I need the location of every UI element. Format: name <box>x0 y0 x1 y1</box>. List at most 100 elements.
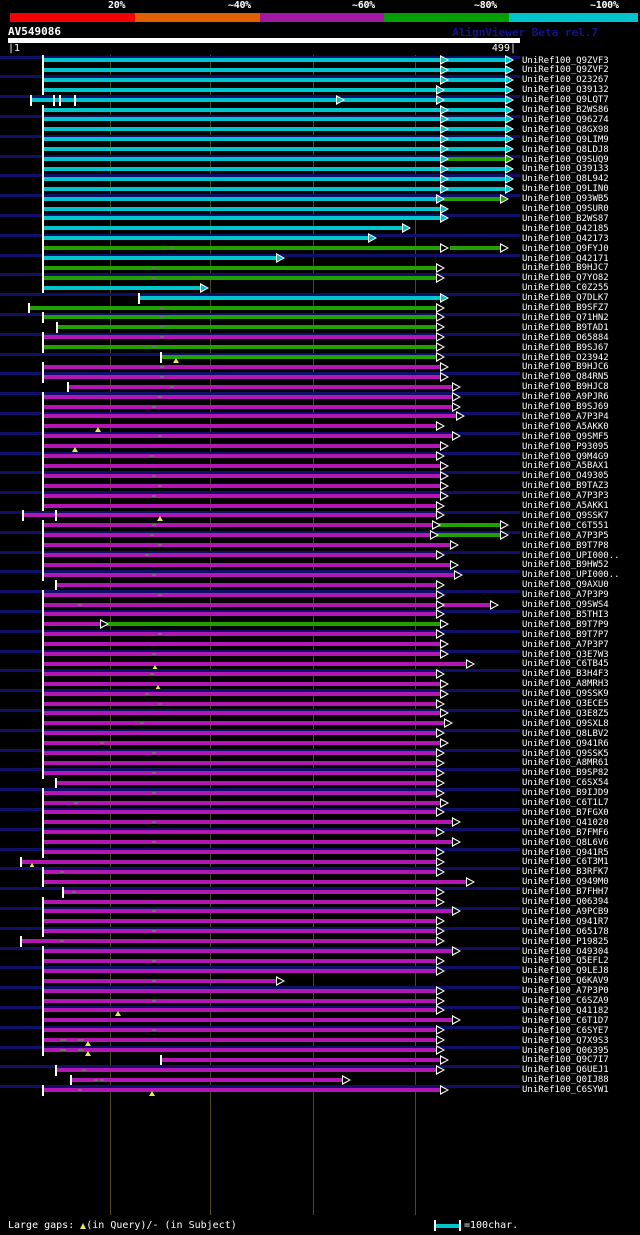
hsp-bar[interactable] <box>443 117 505 122</box>
hit-label[interactable]: UniRef100_B3H4F3 <box>522 669 609 680</box>
hit-label[interactable]: UniRef100_Q9SUQ9 <box>522 154 609 165</box>
hsp-bar[interactable] <box>42 899 436 904</box>
hsp-bar[interactable] <box>42 1028 436 1033</box>
hit-label[interactable]: UniRef100_Q7X9S3 <box>522 1035 609 1046</box>
hit-label[interactable]: UniRef100_Q6UEJ1 <box>522 1065 609 1076</box>
hsp-bar[interactable] <box>440 87 505 92</box>
hsp-bar-extension[interactable] <box>443 157 505 161</box>
hsp-bar[interactable] <box>339 97 436 102</box>
hsp-bar[interactable] <box>67 384 452 389</box>
hsp-bar[interactable] <box>42 820 452 825</box>
hit-label[interactable]: UniRef100_Q949M0 <box>522 877 609 888</box>
hit-label[interactable]: UniRef100_Q8L6V6 <box>522 837 609 848</box>
hit-label[interactable]: UniRef100_Q93WB5 <box>522 194 609 205</box>
hit-label[interactable]: UniRef100_Q41182 <box>522 1005 609 1016</box>
hsp-bar[interactable] <box>42 364 440 369</box>
hsp-bar[interactable] <box>443 186 505 191</box>
hsp-bar[interactable] <box>138 295 440 300</box>
hit-label[interactable]: UniRef100_Q42185 <box>522 223 609 234</box>
hit-label[interactable]: UniRef100_Q3E8Z5 <box>522 708 609 719</box>
hit-label[interactable]: UniRef100_B9T7P9 <box>522 619 609 630</box>
hit-label[interactable]: UniRef100_B7FHH7 <box>522 887 609 898</box>
hsp-bar[interactable] <box>42 483 440 488</box>
hsp-bar[interactable] <box>42 691 440 696</box>
hit-label[interactable]: UniRef100_C6TB45 <box>522 659 609 670</box>
hsp-bar-extension[interactable] <box>436 523 500 528</box>
hit-label[interactable]: UniRef100_Q84RN5 <box>522 372 609 383</box>
hsp-bar[interactable] <box>42 315 436 320</box>
hsp-bar[interactable] <box>42 186 440 191</box>
hit-label[interactable]: UniRef100_A7P3P0 <box>522 986 609 997</box>
hsp-bar[interactable] <box>42 87 436 92</box>
hit-label[interactable]: UniRef100_Q9SSK9 <box>522 689 609 700</box>
hit-label[interactable]: UniRef100_A7P3P3 <box>522 491 609 502</box>
hsp-bar[interactable] <box>42 869 436 874</box>
hsp-bar[interactable] <box>42 394 452 399</box>
hit-label[interactable]: UniRef100_Q941R6 <box>522 738 609 749</box>
hit-label[interactable]: UniRef100_Q9LEJ8 <box>522 966 609 977</box>
hit-label[interactable]: UniRef100_A7P3P9 <box>522 590 609 601</box>
hsp-bar[interactable] <box>42 701 436 706</box>
hit-label[interactable]: UniRef100_Q0IJ88 <box>522 1075 609 1086</box>
hsp-bar[interactable] <box>42 562 450 567</box>
hsp-bar[interactable] <box>28 305 436 310</box>
hit-label[interactable]: UniRef100_Q9M4G9 <box>522 451 609 462</box>
hsp-bar[interactable] <box>42 751 436 755</box>
hsp-bar[interactable] <box>443 58 505 62</box>
hit-label[interactable]: UniRef100_A8MR61 <box>522 758 609 769</box>
hsp-bar[interactable] <box>42 335 436 340</box>
hsp-bar[interactable] <box>42 58 440 62</box>
hsp-bar[interactable] <box>443 107 505 112</box>
hsp-bar[interactable] <box>42 879 466 884</box>
alignment-plot[interactable] <box>0 55 520 1215</box>
hsp-bar[interactable] <box>42 533 430 538</box>
hit-label[interactable]: UniRef100_Q9LQT7 <box>522 95 609 106</box>
hit-label[interactable]: UniRef100_Q9SUR0 <box>522 204 609 214</box>
hsp-bar[interactable] <box>42 137 440 142</box>
hit-label[interactable]: UniRef100_Q06395 <box>522 1045 609 1056</box>
hsp-bar[interactable] <box>42 424 436 429</box>
hit-label[interactable]: UniRef100_Q42171 <box>522 253 609 264</box>
hit-label[interactable]: UniRef100_O23267 <box>522 75 609 86</box>
hsp-bar[interactable] <box>42 1048 436 1052</box>
hit-label[interactable]: UniRef100_B7FGX0 <box>522 807 609 818</box>
hit-label[interactable]: UniRef100_P93095 <box>522 441 609 452</box>
hit-label[interactable]: UniRef100_Q8LBV2 <box>522 728 609 739</box>
hit-label[interactable]: UniRef100_C6T1D7 <box>522 1015 609 1026</box>
hsp-bar[interactable] <box>42 632 436 637</box>
hsp-bar[interactable] <box>42 840 452 845</box>
hit-label[interactable]: UniRef100_Q9C7I7 <box>522 1055 609 1066</box>
hit-label[interactable]: UniRef100_Q941R7 <box>522 916 609 927</box>
hit-label[interactable]: UniRef100_B7FMF6 <box>522 827 609 838</box>
hsp-bar[interactable] <box>443 127 505 132</box>
hit-label[interactable]: UniRef100_Q9ZVF3 <box>522 55 609 66</box>
hsp-bar[interactable] <box>42 711 440 716</box>
hsp-bar[interactable] <box>42 434 452 439</box>
hsp-bar[interactable] <box>443 166 505 171</box>
hit-label[interactable]: UniRef100_B5THI3 <box>522 609 609 620</box>
hit-label[interactable]: UniRef100_O49305 <box>522 471 609 482</box>
hit-label[interactable]: UniRef100_C6SYE7 <box>522 1025 609 1036</box>
hit-label[interactable]: UniRef100_B9HJC6 <box>522 362 609 373</box>
hit-label[interactable]: UniRef100_Q9SSK7 <box>522 510 609 521</box>
hit-label[interactable]: UniRef100_B9T7P7 <box>522 629 609 640</box>
hsp-bar[interactable] <box>42 216 440 221</box>
hit-label[interactable]: UniRef100_C6T551 <box>522 520 609 531</box>
hsp-bar[interactable] <box>42 810 436 815</box>
hsp-bar[interactable] <box>443 176 505 181</box>
hsp-bar[interactable] <box>42 800 440 805</box>
hit-label[interactable]: UniRef100_UPI000.. <box>522 570 620 581</box>
hsp-bar[interactable] <box>42 414 456 419</box>
hsp-bar[interactable] <box>42 790 436 795</box>
hit-label[interactable]: UniRef100_B9SFZ7 <box>522 303 609 313</box>
hsp-bar[interactable] <box>42 681 440 686</box>
hsp-bar[interactable] <box>42 473 440 478</box>
hsp-bar[interactable] <box>42 246 440 251</box>
hit-label[interactable]: UniRef100_Q39132 <box>522 85 609 96</box>
hsp-bar[interactable] <box>443 147 505 152</box>
hit-label[interactable]: UniRef100_O65178 <box>522 926 609 937</box>
hsp-bar[interactable] <box>55 582 436 587</box>
hsp-bar[interactable] <box>42 721 444 726</box>
hsp-bar[interactable] <box>42 741 440 746</box>
hsp-bar[interactable] <box>42 642 440 647</box>
